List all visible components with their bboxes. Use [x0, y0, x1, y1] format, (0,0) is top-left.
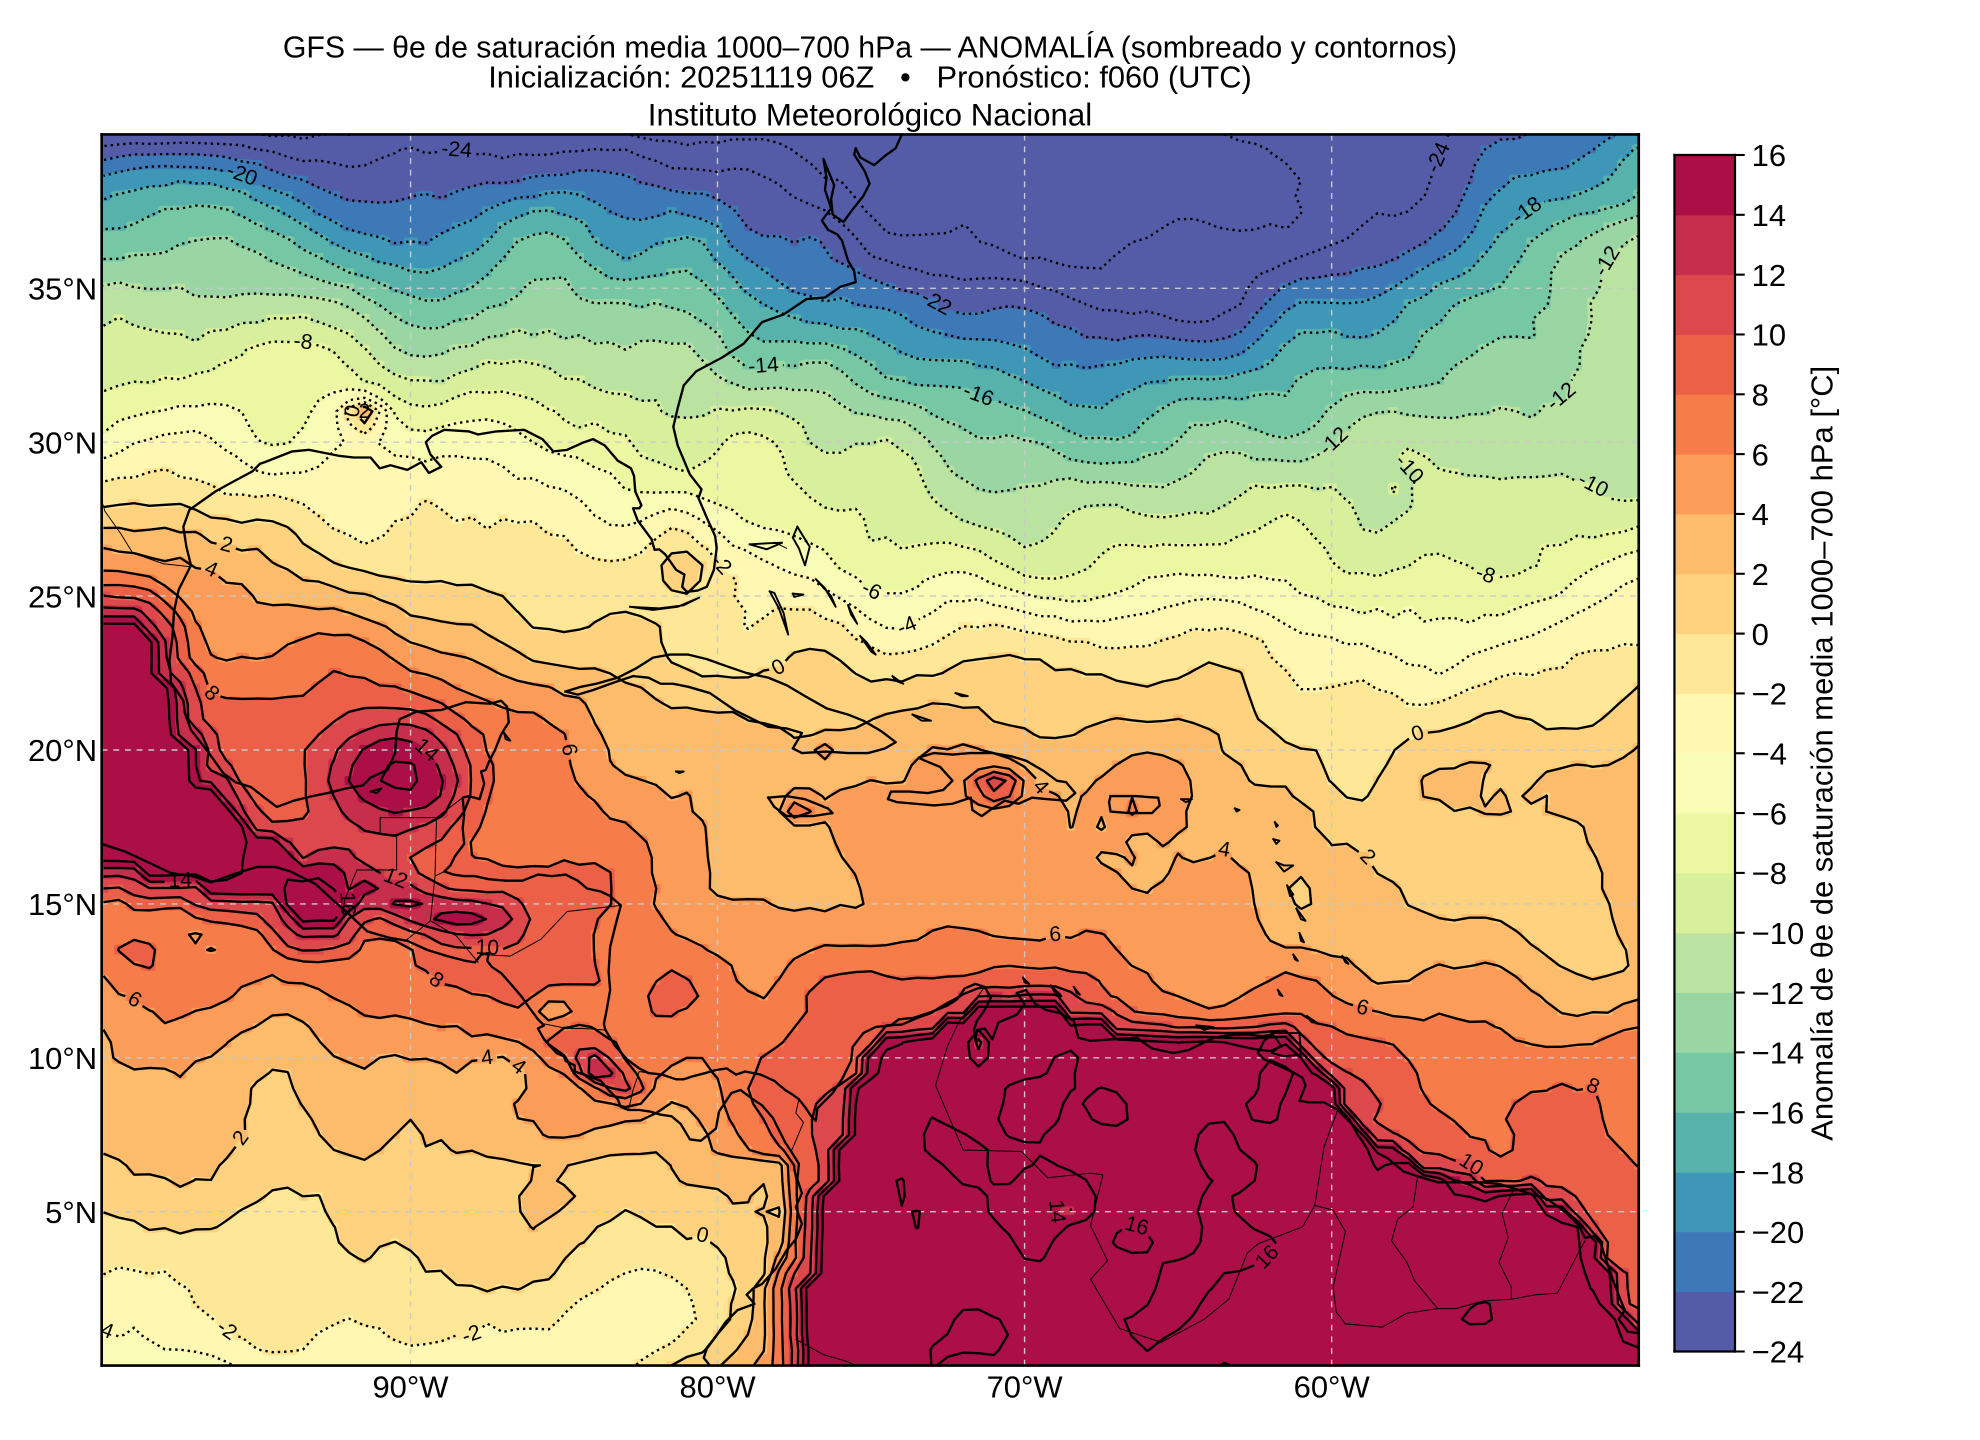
- svg-text:16: 16: [335, 891, 360, 916]
- svg-text:4: 4: [480, 1045, 495, 1070]
- svg-text:12: 12: [1752, 258, 1786, 293]
- svg-text:70°W: 70°W: [987, 1370, 1064, 1405]
- svg-text:90°W: 90°W: [372, 1370, 449, 1405]
- svg-text:-24: -24: [440, 136, 473, 163]
- svg-text:Instituto Meteorológico Nacion: Instituto Meteorológico Nacional: [648, 97, 1092, 132]
- svg-text:10: 10: [475, 935, 500, 960]
- svg-text:0: 0: [694, 1222, 711, 1248]
- svg-text:14: 14: [168, 868, 193, 893]
- svg-text:Inicialización: 20251119 06Z: Inicialización: 20251119 06Z • Pronóstic…: [488, 59, 1252, 94]
- svg-text:8: 8: [1752, 378, 1769, 413]
- svg-text:−16: −16: [1752, 1095, 1805, 1130]
- svg-text:-8: -8: [292, 328, 313, 354]
- svg-text:5°N: 5°N: [45, 1195, 97, 1230]
- svg-text:−8: −8: [1752, 856, 1787, 891]
- svg-text:Anomalía de θe de saturación m: Anomalía de θe de saturación media 1000–…: [1805, 366, 1840, 1141]
- svg-text:6: 6: [1048, 922, 1062, 947]
- svg-text:6: 6: [1752, 437, 1769, 472]
- svg-text:10°N: 10°N: [28, 1041, 97, 1076]
- svg-text:15°N: 15°N: [28, 887, 97, 922]
- svg-text:0: 0: [339, 403, 365, 419]
- svg-text:25°N: 25°N: [28, 579, 97, 614]
- svg-text:4: 4: [1217, 836, 1233, 862]
- svg-text:−6: −6: [1752, 796, 1787, 831]
- svg-text:−4: −4: [1752, 736, 1787, 771]
- svg-text:−22: −22: [1752, 1275, 1805, 1310]
- svg-text:14: 14: [1044, 1198, 1070, 1224]
- svg-text:80°W: 80°W: [680, 1370, 757, 1405]
- svg-text:−2: −2: [1752, 677, 1787, 712]
- svg-text:−14: −14: [1752, 1036, 1805, 1071]
- svg-text:−20: −20: [1752, 1215, 1805, 1250]
- svg-text:0: 0: [1752, 617, 1769, 652]
- svg-text:−18: −18: [1752, 1155, 1805, 1190]
- svg-text:−12: −12: [1752, 976, 1805, 1011]
- svg-text:35°N: 35°N: [28, 272, 97, 307]
- svg-text:10: 10: [1752, 318, 1786, 353]
- svg-text:20°N: 20°N: [28, 733, 97, 768]
- svg-text:14: 14: [1752, 198, 1786, 233]
- svg-text:2: 2: [359, 399, 371, 423]
- svg-text:30°N: 30°N: [28, 425, 97, 460]
- svg-text:GFS — θe de saturación media 1: GFS — θe de saturación media 1000–700 hP…: [283, 31, 1457, 64]
- svg-text:4: 4: [1752, 497, 1769, 532]
- svg-text:6: 6: [557, 742, 583, 758]
- svg-text:-14: -14: [747, 352, 780, 378]
- svg-text:−10: −10: [1752, 916, 1805, 951]
- svg-text:2: 2: [1752, 557, 1769, 592]
- svg-text:−24: −24: [1752, 1335, 1805, 1370]
- svg-text:60°W: 60°W: [1294, 1370, 1371, 1405]
- svg-text:16: 16: [1752, 138, 1786, 173]
- svg-text:2: 2: [218, 531, 235, 557]
